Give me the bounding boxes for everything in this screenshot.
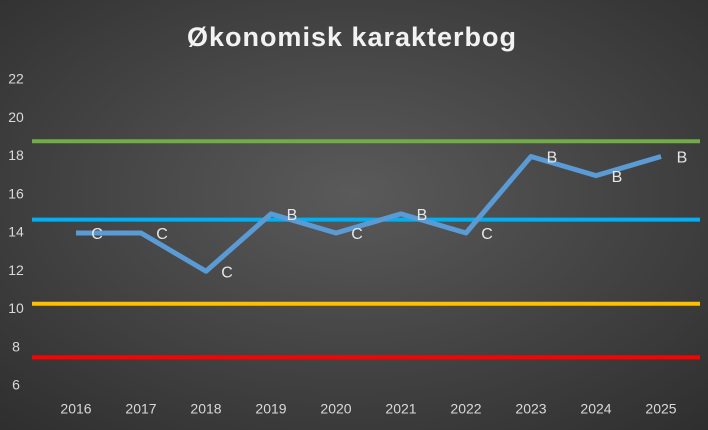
x-tick-label: 2019 [255,401,286,417]
x-tick-label: 2022 [450,401,481,417]
data-label: B [287,207,298,224]
data-label: C [156,226,168,243]
chart-title: Økonomisk karakterbog [187,22,517,52]
y-tick-label: 18 [8,147,24,163]
x-tick-label: 2017 [125,401,156,417]
series-line [76,154,662,274]
data-label: B [677,150,688,167]
x-tick-label: 2024 [580,401,611,417]
data-label: B [417,207,428,224]
y-tick-label: 14 [8,224,24,240]
y-tick-label: 10 [8,300,24,316]
x-tick-label: 2023 [515,401,546,417]
data-label: B [547,150,558,167]
y-tick-label: 6 [12,377,20,393]
y-tick-label: 22 [8,71,24,87]
y-tick-label: 16 [8,185,24,201]
data-label: C [221,264,233,281]
data-label: C [351,226,363,243]
y-tick-label: 12 [8,262,24,278]
x-tick-label: 2021 [385,401,416,417]
y-tick-label: 8 [12,338,20,354]
data-label: C [91,226,103,243]
data-label: B [612,169,623,186]
x-tick-label: 2025 [645,401,676,417]
x-tick-label: 2016 [60,401,91,417]
x-tick-label: 2018 [190,401,221,417]
x-tick-label: 2020 [320,401,351,417]
data-label: C [481,226,493,243]
y-tick-label: 20 [8,109,24,125]
